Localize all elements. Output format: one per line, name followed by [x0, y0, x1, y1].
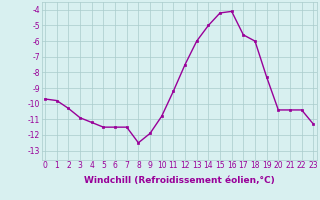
X-axis label: Windchill (Refroidissement éolien,°C): Windchill (Refroidissement éolien,°C): [84, 176, 275, 185]
